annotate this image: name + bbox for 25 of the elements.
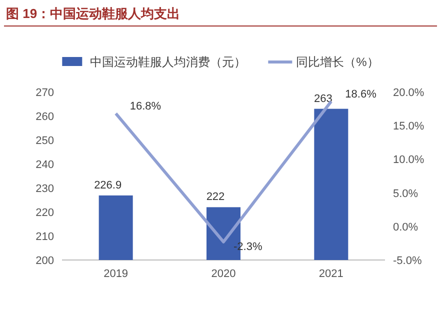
x-tick-label: 2019	[104, 268, 128, 280]
data-label: 18.6%	[345, 88, 377, 100]
y-tick-label: 210	[36, 231, 54, 243]
y2-tick-label: 10.0%	[393, 154, 424, 166]
x-tick-label: 2020	[211, 268, 236, 280]
y2-tick-label: 15.0%	[393, 120, 424, 133]
x-tick-label: 2021	[318, 268, 344, 280]
y-tick-label: 260	[36, 111, 54, 123]
data-label: 226.9	[94, 179, 122, 192]
legend-label: 中国运动鞋服人均消费（元）	[90, 55, 246, 69]
y-tick-label: 270	[36, 87, 54, 99]
legend-label: 同比增长（%）	[296, 55, 379, 69]
y-tick-label: 220	[36, 207, 54, 219]
y-tick-label: 250	[36, 135, 54, 147]
data-label: 16.8%	[130, 100, 162, 113]
y2-tick-label: 20.0%	[393, 87, 424, 99]
y2-tick-label: -5.0%	[393, 255, 422, 267]
chart-title: 图 19：中国运动鞋服人均支出	[6, 6, 180, 21]
y2-tick-label: 0.0%	[393, 221, 418, 234]
y2-tick-label: 5.0%	[393, 188, 418, 200]
y-tick-label: 200	[36, 255, 54, 267]
data-label: 222	[206, 191, 225, 204]
data-label: 263	[314, 92, 332, 105]
y-tick-label: 230	[36, 183, 54, 195]
y-tick-label: 240	[36, 159, 54, 171]
